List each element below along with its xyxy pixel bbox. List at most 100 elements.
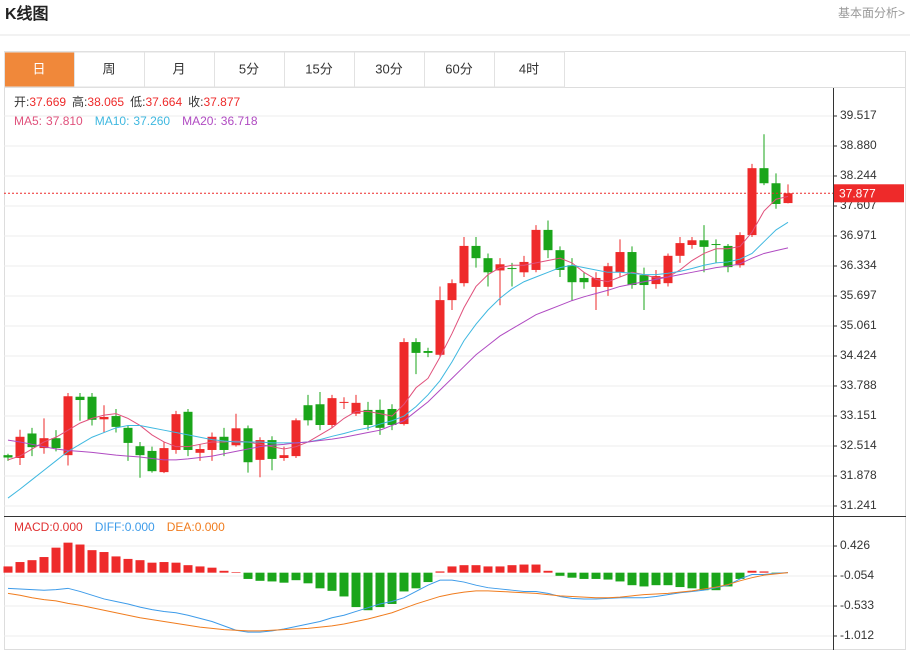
candle-body (291, 420, 301, 457)
candle-body (87, 396, 97, 420)
macd-bar (675, 572, 685, 588)
macd-bar (303, 572, 313, 584)
y-tick-label: 33.788 (840, 378, 877, 392)
macd-bar (471, 565, 481, 573)
y-tick-label: 33.151 (840, 408, 877, 422)
candle-body (543, 229, 553, 251)
macd-line (7, 572, 789, 633)
macd-bar (363, 572, 373, 611)
candle-body (27, 433, 37, 448)
macd-bar (279, 572, 289, 583)
candle-body (339, 401, 349, 403)
tab-label[interactable]: 15分 (305, 61, 332, 76)
macd-bar (531, 564, 541, 573)
macd-bar (759, 571, 769, 573)
last-price-tag (834, 184, 904, 203)
macd-bar (627, 572, 637, 586)
macd-bar (711, 572, 721, 591)
candle-body (591, 277, 601, 287)
macd-bar (315, 572, 325, 589)
tab[interactable] (354, 51, 425, 88)
tab[interactable] (494, 51, 565, 88)
macd-line (7, 572, 789, 632)
macd-bar (507, 565, 517, 573)
macd-bar (483, 566, 493, 573)
macd-bar (591, 572, 601, 579)
candle-body (567, 265, 577, 283)
chart-frame (4, 51, 906, 650)
macd-bar (459, 565, 469, 573)
macd-bar (207, 567, 217, 573)
candle-body (483, 258, 493, 273)
candle-body (687, 240, 697, 245)
y-tick-label: -1.012 (840, 628, 874, 642)
y-tick-label: 35.697 (840, 288, 877, 302)
legend-name: DEA: (167, 520, 195, 534)
candle-body (327, 398, 337, 425)
analysis-link[interactable]: 基本面分析> (838, 6, 905, 20)
tab[interactable] (214, 51, 285, 88)
tab-label[interactable]: 日 (32, 61, 45, 76)
macd-bar (723, 572, 733, 587)
candle-body (447, 283, 457, 301)
ma-line (7, 221, 789, 499)
candle-body (399, 342, 409, 425)
info-value: 37.664 (145, 95, 182, 109)
candle-body (735, 235, 745, 266)
info-label: 收: (188, 95, 203, 109)
candle-body (627, 252, 637, 286)
legend-name: MA5: (14, 114, 42, 128)
macd-bar (291, 572, 301, 581)
macd-bar (339, 572, 349, 597)
macd-bar (15, 562, 25, 573)
y-tick-label: 32.514 (840, 438, 877, 452)
legend-value: 0.000 (125, 520, 155, 534)
candle-body (195, 449, 205, 453)
legend-name: MACD: (14, 520, 53, 534)
macd-bar (171, 562, 181, 573)
tab-label[interactable]: 4时 (519, 61, 539, 76)
macd-bar (39, 557, 49, 573)
candle-body (135, 446, 145, 456)
legend-name: MA20: (182, 114, 217, 128)
tab-label[interactable]: 60分 (445, 61, 472, 76)
macd-bar (423, 572, 433, 583)
y-tick-label: 36.971 (840, 228, 877, 242)
macd-bar (735, 572, 745, 579)
macd-bar (195, 566, 205, 573)
y-tick-label: -0.054 (840, 568, 874, 582)
candle-body (255, 440, 265, 460)
macd-bar (267, 572, 277, 582)
macd-bar (567, 572, 577, 578)
candle-body (99, 416, 109, 420)
candle-body (675, 243, 685, 256)
candle-body (555, 250, 565, 270)
macd-bar (663, 572, 673, 586)
tab-label[interactable]: 月 (172, 61, 185, 76)
y-tick-label: 38.880 (840, 138, 877, 152)
macd-bar (3, 566, 13, 573)
candle-body (231, 428, 241, 446)
candle-body (75, 396, 85, 401)
candle-body (351, 402, 361, 414)
macd-bar (51, 547, 61, 573)
macd-bar (387, 572, 397, 604)
macd-bar (159, 562, 169, 573)
candle-body (147, 450, 157, 472)
macd-bar (327, 572, 337, 591)
tab[interactable] (74, 51, 145, 88)
tab[interactable] (4, 51, 75, 88)
macd-bar (447, 566, 457, 573)
y-tick-label: 31.241 (840, 498, 877, 512)
macd-bar (63, 542, 73, 573)
tab-label[interactable]: 30分 (375, 61, 402, 76)
candle-body (219, 436, 229, 450)
y-tick-label: 31.878 (840, 468, 877, 482)
macd-bar (231, 572, 241, 573)
candle-body (711, 244, 721, 246)
macd-bar (147, 562, 157, 573)
tab-label[interactable]: 5分 (239, 61, 259, 76)
tab[interactable] (144, 51, 215, 88)
tab-label[interactable]: 周 (102, 61, 115, 76)
